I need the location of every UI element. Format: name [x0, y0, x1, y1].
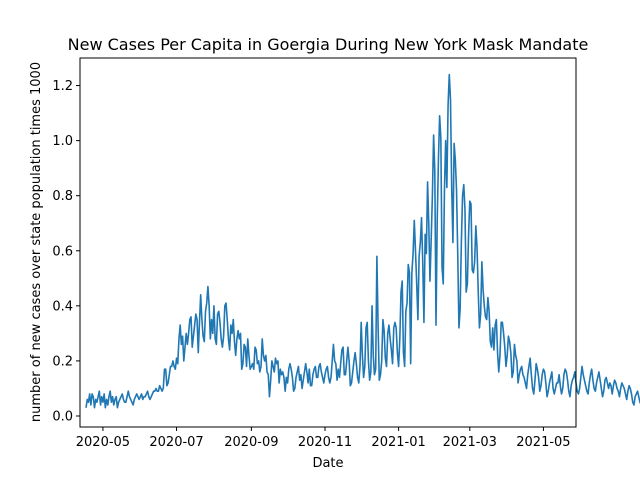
x-tick-label: 2020-07: [149, 435, 203, 450]
y-tick-label: 0.8: [52, 189, 73, 204]
plot-frame: [79, 57, 577, 428]
y-tick-label: 0.6: [52, 244, 73, 259]
x-axis-label: Date: [312, 456, 343, 471]
x-tick-label: 2020-05: [76, 435, 130, 450]
chart-title: New Cases Per Capita in Goergia During N…: [68, 35, 589, 54]
y-tick-label: 0.4: [52, 299, 73, 314]
x-tick-label: 2021-03: [443, 435, 497, 450]
plot-content: [85, 73, 640, 409]
x-tick-label: 2021-01: [371, 435, 425, 450]
y-tick-label: 0.0: [52, 409, 73, 424]
plot-area: [80, 58, 576, 427]
y-tick-label: 1.0: [52, 134, 73, 149]
y-axis-label: number of new cases over state populatio…: [29, 62, 44, 422]
series-line: [85, 73, 640, 409]
x-tick-label: 2020-09: [224, 435, 278, 450]
x-axis-ticks: 2020-05 2020-07 2020-09 2020-11 2021-01 2021-…: [76, 427, 571, 450]
y-tick-label: 0.2: [52, 354, 73, 369]
x-tick-label: 2021-05: [516, 435, 570, 450]
y-tick-label: 1.2: [52, 79, 73, 94]
x-tick-label: 2020-11: [298, 435, 352, 450]
y-axis-ticks: 0.0 0.2 0.4 0.6 0.8 1.0 1.2: [52, 79, 80, 424]
